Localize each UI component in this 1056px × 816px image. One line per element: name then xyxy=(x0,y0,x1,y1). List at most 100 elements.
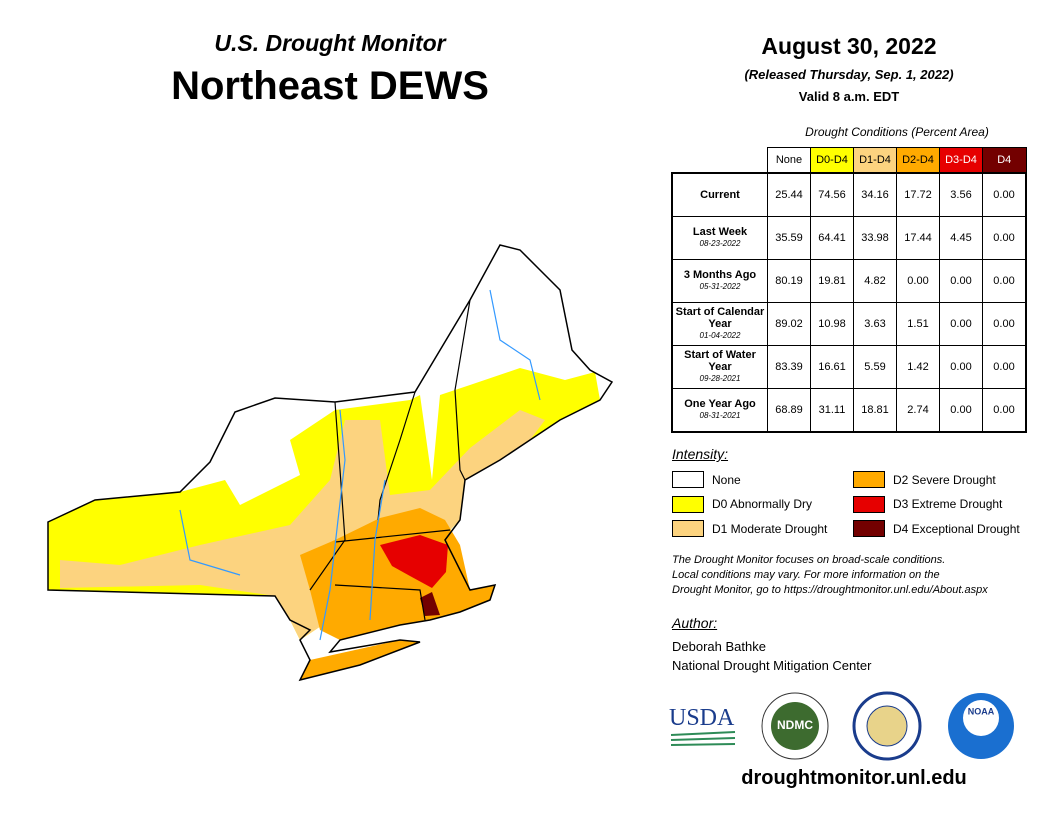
row-label: One Year Ago 08-31-2021 xyxy=(671,388,768,433)
column-header: D0-D4 xyxy=(810,147,854,174)
cell: 0.00 xyxy=(939,388,983,433)
legend-item: D1 Moderate Drought xyxy=(672,520,827,537)
cell: 33.98 xyxy=(853,216,897,260)
url: droughtmonitor.unl.edu xyxy=(741,767,967,789)
cell: 0.00 xyxy=(982,345,1027,389)
rivers xyxy=(179,289,541,641)
note-line: The Drought Monitor focuses on broad-sca… xyxy=(672,554,946,566)
cell: 0.00 xyxy=(896,259,940,303)
row-name: One Year Ago xyxy=(684,398,756,410)
note-line: Drought Monitor, go to https://droughtmo… xyxy=(672,584,988,596)
cell: 17.44 xyxy=(896,216,940,260)
legend-label: D1 Moderate Drought xyxy=(712,521,828,536)
cell: 16.61 xyxy=(810,345,854,389)
row-name: Current xyxy=(700,189,740,201)
cell: 19.81 xyxy=(810,259,854,303)
author-line: National Drought Mitigation Center xyxy=(672,658,872,673)
row-name: 3 Months Ago xyxy=(683,269,757,281)
cell: 35.59 xyxy=(767,216,811,260)
valid: Valid 8 a.m. EDT xyxy=(798,89,900,104)
row-label: Current xyxy=(671,172,768,217)
row-label: Last Week 08-23-2022 xyxy=(671,216,768,260)
legend-label: D4 Exceptional Drought xyxy=(893,521,1020,536)
column-header: D3-D4 xyxy=(939,147,983,174)
row-date: 05-31-2022 xyxy=(699,282,741,291)
row-date: 09-28-2021 xyxy=(699,374,741,383)
cell: 4.45 xyxy=(939,216,983,260)
cell: 10.98 xyxy=(810,302,854,346)
region-d1 xyxy=(60,410,545,640)
legend-swatch xyxy=(672,471,704,488)
row-label: Start of Water Year 09-28-2021 xyxy=(671,345,768,389)
legend-item: D3 Extreme Drought xyxy=(853,495,1003,513)
column-header: D2-D4 xyxy=(896,147,940,174)
corner xyxy=(672,147,768,174)
map xyxy=(47,244,614,682)
cell: 0.00 xyxy=(982,259,1027,303)
cell: 0.00 xyxy=(939,345,983,389)
cell: 0.00 xyxy=(982,172,1027,217)
logos: USDA NDMC NOAA xyxy=(669,691,1014,761)
column-header: None xyxy=(767,147,811,174)
legend-label: D2 Severe Drought xyxy=(893,472,996,487)
column-header: D1-D4 xyxy=(853,147,897,174)
cell: 0.00 xyxy=(982,302,1027,346)
row-date: 08-31-2021 xyxy=(699,411,741,420)
cell: 68.89 xyxy=(767,388,811,433)
legend-item: D0 Abnormally Dry xyxy=(672,495,813,513)
cell: 89.02 xyxy=(767,302,811,346)
legend-label: D3 Extreme Drought xyxy=(893,497,1003,511)
note-line: Local conditions may vary. For more info… xyxy=(672,569,940,581)
cell: 0.00 xyxy=(939,302,983,346)
cell: 34.16 xyxy=(853,172,897,217)
table-row: One Year Ago 08-31-2021 68.89 31.11 18.81 2.7… xyxy=(671,388,1027,433)
legend-swatch xyxy=(853,520,885,537)
ndmc-seal xyxy=(771,702,819,750)
doc-center xyxy=(866,705,908,747)
note: The Drought Monitor focuses on broad-sca… xyxy=(672,553,988,598)
header-row: None D0-D4 D1-D4 D2-D4 D3-D4 D4 xyxy=(672,147,1027,174)
legend-item: D2 Severe Drought xyxy=(853,471,996,488)
table-body: Current 25.44 74.56 34.16 17.72 3.56 0.00 Last … xyxy=(671,172,1027,433)
cell: 74.56 xyxy=(810,172,854,217)
noaa-bird xyxy=(963,700,999,736)
cell: 2.74 xyxy=(896,388,940,433)
legend-label: None xyxy=(712,472,741,487)
cell: 4.82 xyxy=(853,259,897,303)
date: August 30, 2022 xyxy=(761,33,937,59)
released: (Released Thursday, Sep. 1, 2022) xyxy=(744,67,954,82)
author-line: Deborah Bathke xyxy=(672,639,766,654)
row-name: Last Week xyxy=(692,226,748,238)
legend-swatch xyxy=(672,520,704,537)
row-date: 08-23-2022 xyxy=(699,239,741,248)
cell: 83.39 xyxy=(767,345,811,389)
table-row: Start of Water Year 09-28-2021 83.39 16.61 5… xyxy=(671,345,1027,389)
legend-label: D0 Abnormally Dry xyxy=(712,497,813,511)
column-header: D4 xyxy=(982,147,1027,174)
stats-table: None D0-D4 D1-D4 D2-D4 D3-D4 D4 Current 25.44 74… xyxy=(671,147,1027,433)
legend-item: D4 Exceptional Drought xyxy=(853,520,1020,537)
cell: 0.00 xyxy=(939,259,983,303)
row-name: Start of Water Year xyxy=(684,349,756,373)
row-date: 01-04-2022 xyxy=(699,331,741,340)
table-row: Start of Calendar Year 01-04-2022 89.02 10.… xyxy=(671,302,1027,346)
title: Northeast DEWS xyxy=(171,64,489,108)
legend-item: None xyxy=(672,471,741,488)
region-d3 xyxy=(380,535,448,588)
cell: 18.81 xyxy=(853,388,897,433)
row-label: 3 Months Ago 05-31-2022 xyxy=(671,259,768,303)
usda-logo: USDA xyxy=(669,705,735,731)
noaa-logo: NOAA xyxy=(968,706,995,716)
region-d2-li xyxy=(300,640,420,680)
cell: 3.63 xyxy=(853,302,897,346)
table-caption: Drought Conditions (Percent Area) xyxy=(805,125,989,139)
cell: 1.51 xyxy=(896,302,940,346)
table-row: 3 Months Ago 05-31-2022 80.19 19.81 4.82 0.00… xyxy=(671,259,1027,303)
cell: 17.72 xyxy=(896,172,940,217)
cell: 3.56 xyxy=(939,172,983,217)
region-d4 xyxy=(420,592,440,616)
cell: 64.41 xyxy=(810,216,854,260)
legend-swatch xyxy=(672,495,704,513)
legend-swatch xyxy=(853,471,885,488)
